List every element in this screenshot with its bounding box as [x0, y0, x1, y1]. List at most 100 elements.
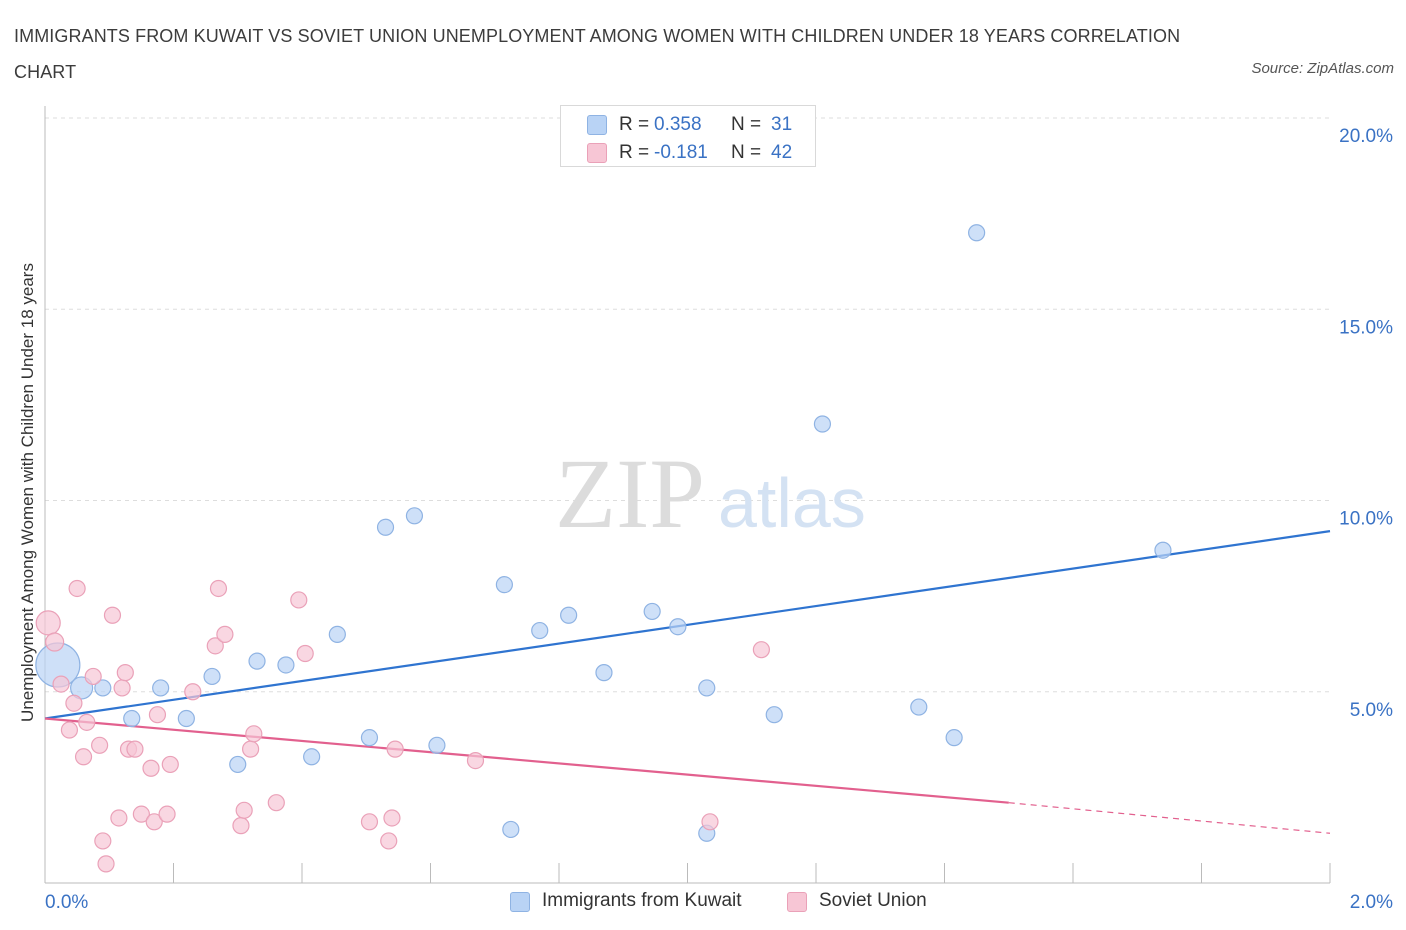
point-kuwait [968, 224, 986, 242]
point-kuwait [428, 736, 446, 754]
point-soviet [94, 832, 112, 850]
watermark-atlas: atlas [718, 464, 866, 542]
point-soviet [386, 740, 404, 758]
legend-row-kuwait: R = 0.358 N = 31 [561, 111, 815, 139]
stats-legend: R = 0.358 N = 31 R = -0.181 N = 42 [560, 105, 816, 167]
point-soviet [235, 801, 253, 819]
point-soviet [97, 855, 115, 873]
point-soviet [206, 637, 224, 655]
bottom-legend-swatch-kuwait [510, 892, 530, 912]
bottom-legend-swatch-soviet [787, 892, 807, 912]
point-soviet [161, 755, 179, 774]
point-kuwait [643, 602, 661, 621]
point-soviet [116, 664, 134, 682]
point-kuwait [405, 507, 424, 525]
point-soviet [110, 809, 128, 827]
point-kuwait [360, 729, 379, 747]
point-soviet [701, 813, 719, 831]
point-kuwait [502, 820, 520, 839]
legend-n-label: N = [731, 114, 762, 135]
point-soviet [184, 683, 202, 701]
point-kuwait [248, 652, 266, 670]
point-kuwait [945, 729, 963, 747]
point-kuwait [303, 748, 321, 766]
bottom-legend-label-kuwait: Immigrants from Kuwait [542, 890, 742, 911]
point-soviet [466, 751, 485, 770]
point-kuwait [229, 755, 247, 774]
point-soviet [380, 832, 398, 850]
legend-swatch-soviet [587, 143, 607, 163]
y-tick-label: 20.0% [1339, 126, 1393, 147]
point-soviet [113, 679, 131, 697]
point-soviet [65, 694, 83, 712]
point-kuwait [531, 621, 549, 640]
axis-layer [44, 106, 1331, 884]
point-kuwait [277, 656, 295, 674]
legend-r-label: R = [619, 142, 650, 163]
point-soviet [84, 667, 102, 686]
point-soviet [209, 579, 228, 598]
point-soviet [52, 675, 70, 693]
y-tick-label: 10.0% [1339, 509, 1393, 530]
trendline-kuwait [44, 530, 1331, 720]
point-kuwait [203, 667, 221, 686]
point-soviet [132, 805, 150, 823]
x-tick-label: 2.0% [1350, 892, 1393, 913]
bottom-legend-label-soviet: Soviet Union [819, 890, 927, 911]
point-soviet [78, 713, 96, 731]
point-soviet [360, 813, 379, 831]
point-soviet [126, 740, 144, 758]
point-soviet [267, 794, 285, 812]
trend-layer [44, 530, 1331, 834]
legend-swatch-kuwait [587, 115, 607, 135]
point-kuwait [765, 706, 783, 724]
source-label: Source: ZipAtlas.com [1251, 60, 1394, 77]
point-soviet [216, 625, 234, 643]
point-soviet [290, 591, 308, 609]
point-soviet [91, 736, 109, 754]
grid-layer [45, 117, 1330, 693]
point-kuwait [152, 679, 170, 697]
point-soviet [383, 809, 401, 827]
point-kuwait [495, 576, 513, 594]
point-soviet [148, 706, 167, 724]
point-kuwait [910, 698, 928, 716]
trendline-soviet [44, 717, 1009, 804]
legend-n-label: N = [731, 142, 762, 163]
point-soviet [60, 721, 79, 739]
watermark: ZIP atlas [555, 438, 866, 549]
point-soviet [103, 606, 122, 624]
point-kuwait [698, 679, 716, 697]
point-kuwait [328, 625, 346, 643]
point-soviet [296, 644, 314, 663]
point-kuwait [123, 709, 141, 728]
x-tick-label: 0.0% [45, 892, 88, 913]
y-tick-label: 15.0% [1339, 317, 1393, 338]
point-kuwait [813, 415, 832, 433]
point-soviet [142, 759, 160, 777]
point-soviet [245, 725, 263, 743]
legend-r-value: -0.181 [654, 142, 708, 163]
point-soviet [232, 817, 250, 835]
point-soviet [145, 813, 163, 831]
point-kuwait [94, 679, 112, 697]
point-soviet [752, 641, 770, 659]
point-kuwait [669, 618, 687, 636]
point-soviet [74, 748, 93, 766]
trendline-dashed-soviet [1008, 802, 1331, 834]
legend-row-soviet: R = -0.181 N = 42 [561, 139, 815, 167]
point-kuwait [376, 518, 395, 536]
legend-n-value: 31 [771, 114, 793, 135]
point-soviet [68, 579, 86, 598]
point-soviet [35, 610, 61, 636]
legend-r-label: R = [619, 114, 650, 135]
point-kuwait [560, 606, 578, 624]
point-kuwait [595, 664, 613, 682]
watermark-zip: ZIP [555, 438, 705, 549]
point-kuwait [1154, 541, 1172, 559]
points-layer [35, 224, 1172, 873]
y-tick-label: 5.0% [1350, 700, 1393, 721]
point-kuwait [177, 709, 195, 728]
legend-n-value: 42 [771, 142, 793, 163]
